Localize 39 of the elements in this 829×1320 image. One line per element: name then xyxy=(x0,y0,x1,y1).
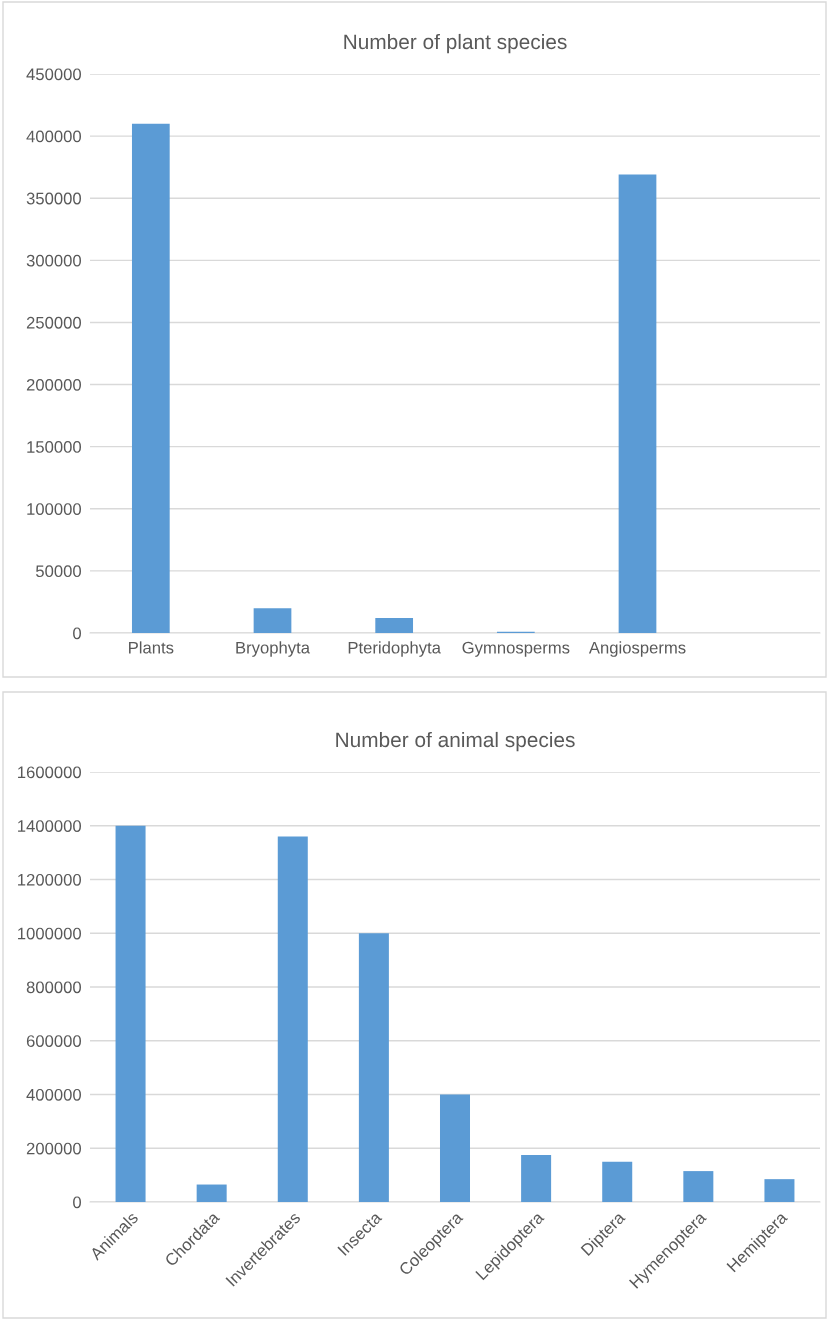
y-tick-label: 1200000 xyxy=(18,873,82,886)
bar xyxy=(375,618,414,633)
y-tick-label: 400000 xyxy=(26,130,82,143)
bar xyxy=(196,1184,227,1202)
y-tick-label: 200000 xyxy=(26,378,82,391)
y-tick-label: 350000 xyxy=(26,192,82,205)
bar xyxy=(115,825,146,1202)
chart-title: Number of animal species xyxy=(336,731,575,752)
bar xyxy=(602,1161,633,1202)
y-tick-label: 100000 xyxy=(27,503,82,515)
bar xyxy=(439,1094,471,1202)
y-tick-label: 600000 xyxy=(26,1035,82,1047)
bar xyxy=(277,836,308,1202)
y-tick-label: 1600000 xyxy=(18,766,82,779)
bar xyxy=(521,1154,552,1202)
y-tick-label: 1000000 xyxy=(18,927,82,940)
y-tick-label: 250000 xyxy=(26,316,82,329)
bar xyxy=(358,933,389,1202)
x-tick-label: Bryophyta xyxy=(236,641,311,657)
bar xyxy=(131,123,170,633)
x-tick-label: Pteridophyta xyxy=(348,641,441,657)
y-tick-label: 800000 xyxy=(26,981,82,994)
x-tick-label: Plants xyxy=(129,641,174,654)
y-tick-label: 1400000 xyxy=(18,820,82,832)
y-tick-label: 200000 xyxy=(26,1142,82,1155)
bar xyxy=(618,174,657,633)
chart-title: Number of plant species xyxy=(344,33,567,54)
y-tick-label: 450000 xyxy=(26,68,82,81)
y-tick-label: 150000 xyxy=(27,441,82,453)
bar xyxy=(683,1171,714,1202)
bar xyxy=(253,608,292,633)
y-tick-label: 400000 xyxy=(26,1088,82,1101)
y-tick-label: 0 xyxy=(73,1196,82,1209)
y-tick-label: 50000 xyxy=(35,565,82,578)
x-tick-label: Angiosperms xyxy=(588,641,686,657)
bar xyxy=(764,1179,795,1202)
y-tick-label: 300000 xyxy=(26,254,82,267)
y-tick-label: 0 xyxy=(73,627,82,640)
x-tick-label: Gymnosperms xyxy=(462,641,570,657)
